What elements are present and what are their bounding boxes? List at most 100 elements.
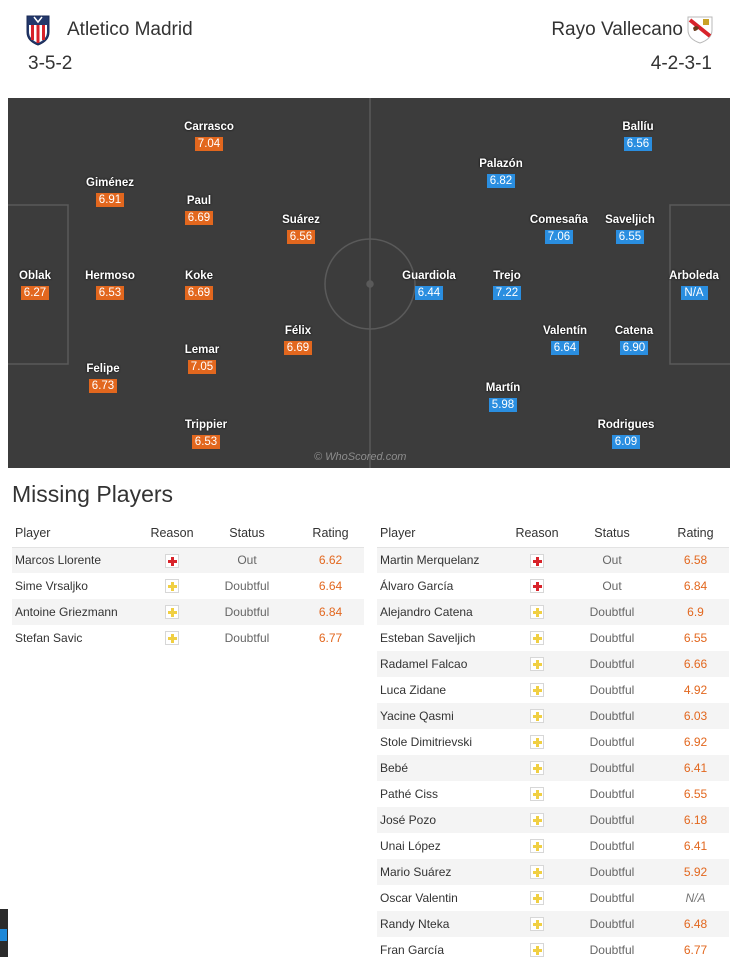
reason-cell xyxy=(512,729,562,755)
doubtful-icon[interactable] xyxy=(530,709,544,724)
doubtful-icon[interactable] xyxy=(530,761,544,776)
home-player[interactable]: Suárez 6.56 xyxy=(266,213,336,245)
player-rating: 6.27 xyxy=(20,286,50,300)
home-player[interactable]: Felipe 6.73 xyxy=(68,362,138,394)
missing-player-name[interactable]: Unai López xyxy=(380,839,441,853)
col-player[interactable]: Player xyxy=(377,520,512,548)
doubtful-icon[interactable] xyxy=(530,787,544,802)
home-player[interactable]: Giménez 6.91 xyxy=(75,176,145,208)
missing-status: Doubtful xyxy=(562,703,662,729)
home-player[interactable]: Félix 6.69 xyxy=(263,324,333,356)
missing-player-name[interactable]: Sime Vrsaljko xyxy=(15,579,88,593)
atletico-crest-icon[interactable] xyxy=(25,12,51,46)
missing-player-name[interactable]: Antoine Griezmann xyxy=(12,599,147,625)
missing-player-name[interactable]: Bebé xyxy=(377,755,512,781)
away-player[interactable]: Trejo 7.22 xyxy=(472,269,542,301)
home-player[interactable]: Hermoso 6.53 xyxy=(75,269,145,301)
doubtful-icon[interactable] xyxy=(165,605,179,620)
away-player[interactable]: Saveljich 6.55 xyxy=(595,213,665,245)
doubtful-icon[interactable] xyxy=(530,735,544,750)
player-name: Catena xyxy=(614,325,654,337)
away-player[interactable]: Rodrigues 6.09 xyxy=(591,418,661,450)
doubtful-icon[interactable] xyxy=(530,631,544,646)
reason-cell xyxy=(147,599,197,625)
away-player[interactable]: Guardiola 6.44 xyxy=(394,269,464,301)
missing-rating: 6.66 xyxy=(662,651,729,677)
missing-player-name[interactable]: Luca Zidane xyxy=(380,683,447,697)
reason-cell xyxy=(512,651,562,677)
away-player[interactable]: Martín 5.98 xyxy=(468,381,538,413)
missing-player-name[interactable]: Oscar Valentin xyxy=(380,891,458,905)
missing-rating: 6.41 xyxy=(683,839,708,853)
home-player[interactable]: Koke 6.69 xyxy=(164,269,234,301)
missing-player-name[interactable]: Randy Nteka xyxy=(377,911,512,937)
home-player[interactable]: Lemar 7.05 xyxy=(167,343,237,375)
away-team-name[interactable]: Rayo Vallecano xyxy=(551,19,683,40)
doubtful-icon[interactable] xyxy=(530,813,544,828)
rayo-crest-icon[interactable] xyxy=(685,14,715,44)
col-status[interactable]: Status xyxy=(562,520,662,548)
doubtful-icon[interactable] xyxy=(530,839,544,854)
missing-player-name[interactable]: Stole Dimitrievski xyxy=(380,735,473,749)
player-name: Rodrigues xyxy=(597,419,655,431)
col-rating[interactable]: Rating xyxy=(662,520,729,548)
player-rating: 6.82 xyxy=(486,174,516,188)
away-player[interactable]: Arboleda N/A xyxy=(659,269,729,301)
home-player[interactable]: Paul 6.69 xyxy=(164,194,234,226)
col-status[interactable]: Status xyxy=(197,520,297,548)
home-player[interactable]: Carrasco 7.04 xyxy=(174,120,244,152)
watermark: © WhoScored.com xyxy=(314,451,407,463)
missing-status: Out xyxy=(562,547,662,573)
player-name: Saveljich xyxy=(605,214,655,226)
away-player[interactable]: Valentín 6.64 xyxy=(530,324,600,356)
home-team-name[interactable]: Atletico Madrid xyxy=(67,19,193,40)
missing-player-name[interactable]: Radamel Falcao xyxy=(377,651,512,677)
missing-status: Doubtful xyxy=(197,599,297,625)
missing-player-name[interactable]: Mario Suárez xyxy=(377,859,512,885)
away-player[interactable]: Catena 6.90 xyxy=(599,324,669,356)
missing-player-name[interactable]: Yacine Qasmi xyxy=(377,703,512,729)
player-name: Guardiola xyxy=(402,270,456,282)
away-player[interactable]: Comesaña 7.06 xyxy=(524,213,594,245)
missing-player-name[interactable]: Álvaro García xyxy=(380,579,454,593)
away-player[interactable]: Ballíu 6.56 xyxy=(603,120,673,152)
col-reason[interactable]: Reason xyxy=(147,520,197,548)
missing-player-name[interactable]: Alejandro Catena xyxy=(377,599,512,625)
table-row: Marcos Llorente Out 6.62 xyxy=(12,547,364,573)
missing-status: Doubtful xyxy=(224,631,270,645)
col-reason[interactable]: Reason xyxy=(512,520,562,548)
missing-player-name[interactable]: Martin Merquelanz xyxy=(377,547,512,573)
injury-icon[interactable] xyxy=(165,553,179,568)
missing-rating: N/A xyxy=(685,891,706,905)
table-row: Pathé Ciss Doubtful 6.55 xyxy=(377,781,729,807)
missing-status: Doubtful xyxy=(589,787,635,801)
doubtful-icon[interactable] xyxy=(165,631,179,646)
missing-player-name[interactable]: Fran García xyxy=(380,943,445,957)
doubtful-icon[interactable] xyxy=(165,579,179,594)
col-rating[interactable]: Rating xyxy=(297,520,364,548)
home-player[interactable]: Oblak 6.27 xyxy=(8,269,70,301)
away-player[interactable]: Palazón 6.82 xyxy=(466,157,536,189)
player-rating: 6.64 xyxy=(550,341,580,355)
doubtful-icon[interactable] xyxy=(530,891,544,906)
missing-player-name[interactable]: Esteban Saveljich xyxy=(380,631,476,645)
missing-player-name[interactable]: Pathé Ciss xyxy=(380,787,439,801)
reason-cell xyxy=(512,833,562,859)
doubtful-icon[interactable] xyxy=(530,865,544,880)
missing-player-name[interactable]: José Pozo xyxy=(377,807,512,833)
doubtful-icon[interactable] xyxy=(530,657,544,672)
col-player[interactable]: Player xyxy=(12,520,147,548)
reason-cell xyxy=(512,599,562,625)
injury-icon[interactable] xyxy=(530,553,544,568)
missing-player-name[interactable]: Stefan Savic xyxy=(15,631,83,645)
missing-status: Doubtful xyxy=(224,579,270,593)
missing-player-name[interactable]: Marcos Llorente xyxy=(12,547,147,573)
injury-icon[interactable] xyxy=(530,579,544,594)
home-player[interactable]: Trippier 6.53 xyxy=(171,418,241,450)
table-row: Yacine Qasmi Doubtful 6.03 xyxy=(377,703,729,729)
doubtful-icon[interactable] xyxy=(530,605,544,620)
doubtful-icon[interactable] xyxy=(530,917,544,932)
missing-status: Out xyxy=(197,547,297,573)
doubtful-icon[interactable] xyxy=(530,683,544,698)
doubtful-icon[interactable] xyxy=(530,943,544,958)
